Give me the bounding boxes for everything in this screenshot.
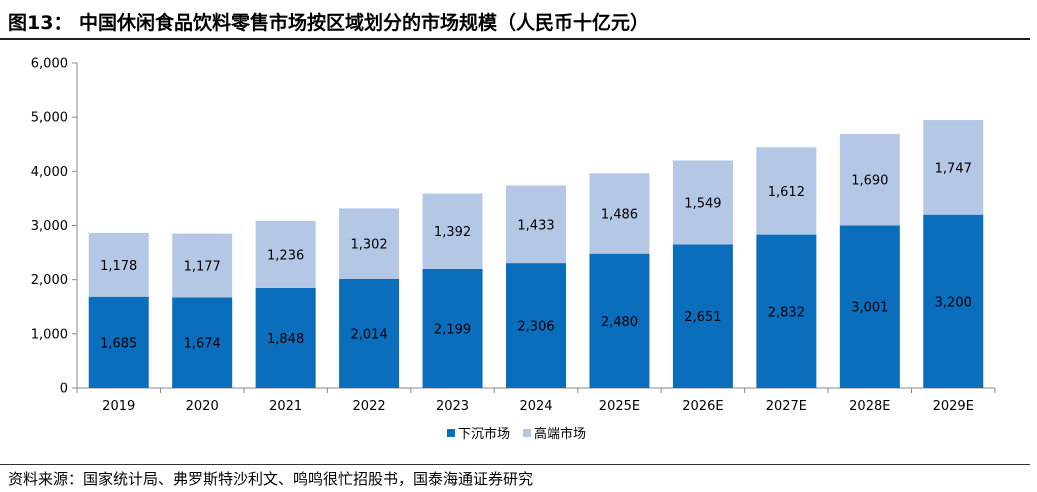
- bar-lower-market-2025E: [589, 253, 650, 388]
- data-label-high-end-market: 1,177: [184, 259, 221, 274]
- x-tick-label: 2029E: [933, 399, 974, 414]
- data-label-lower-market: 3,200: [935, 295, 972, 310]
- title-rule: [0, 38, 1030, 40]
- stacked-bar-chart: 0 1,000 2,000 3,000 4,000 5,000 6,000 1,685 1,17…: [31, 57, 996, 442]
- y-tick-label: 4,000: [31, 165, 68, 180]
- data-label-high-end-market: 1,302: [350, 238, 387, 253]
- y-tick-label: 0: [60, 382, 68, 397]
- x-tick-label: 2024: [519, 399, 552, 414]
- bar-lower-market-2019: [88, 296, 149, 388]
- bar-high-end-market-2025E: [589, 173, 650, 254]
- figure-title: 图13： 中国休闲食品饮料零售市场按区域划分的市场规模（人民币十亿元）: [8, 12, 650, 34]
- data-label-high-end-market: 1,549: [684, 196, 721, 211]
- bar-high-end-market-2029E: [923, 120, 984, 215]
- legend-label-lower-market: 下沉市场: [458, 426, 510, 442]
- bar-lower-market-2023: [422, 268, 483, 388]
- source-rule: [0, 464, 1030, 465]
- source-note: 资料来源：国家统计局、弗罗斯特沙利文、鸣鸣很忙招股书，国泰海通证券研究: [8, 470, 534, 488]
- x-tick-label: 2027E: [766, 399, 807, 414]
- bar-lower-market-2028E: [839, 225, 900, 388]
- y-tick-label: 3,000: [31, 219, 68, 234]
- data-label-high-end-market: 1,433: [517, 218, 554, 233]
- bar-high-end-market-2026E: [672, 160, 733, 245]
- x-tick-label: 2022: [353, 399, 386, 414]
- x-tick-label: 2026E: [682, 399, 723, 414]
- data-label-lower-market: 2,651: [684, 310, 721, 325]
- data-label-high-end-market: 1,392: [434, 225, 471, 240]
- bar-high-end-market-2023: [422, 193, 483, 269]
- legend-swatch-lower-market: [447, 429, 455, 437]
- data-label-lower-market: 2,832: [768, 305, 805, 320]
- bar-high-end-market-2021: [255, 220, 316, 288]
- x-tick-label: 2020: [186, 399, 219, 414]
- x-tick-label: 2019: [102, 399, 135, 414]
- bar-high-end-market-2028E: [839, 133, 900, 226]
- data-label-lower-market: 1,848: [267, 332, 304, 347]
- bar-high-end-market-2022: [339, 208, 400, 279]
- data-label-lower-market: 3,001: [851, 301, 888, 316]
- y-tick-label: 1,000: [31, 327, 68, 342]
- x-tick-label: 2025E: [599, 399, 640, 414]
- title-bar: 图13： 中国休闲食品饮料零售市场按区域划分的市场规模（人民币十亿元）: [0, 0, 1037, 40]
- data-label-high-end-market: 1,236: [267, 248, 304, 263]
- bar-lower-market-2029E: [923, 214, 984, 388]
- x-tick-label: 2021: [269, 399, 302, 414]
- data-label-lower-market: 2,199: [434, 322, 471, 337]
- bar-high-end-market-2020: [172, 233, 233, 298]
- bar-lower-market-2027E: [756, 234, 817, 388]
- data-label-high-end-market: 1,690: [851, 174, 888, 189]
- y-tick-label: 5,000: [31, 111, 68, 126]
- bar-lower-market-2022: [339, 278, 400, 388]
- data-label-lower-market: 2,014: [350, 327, 387, 342]
- bar-lower-market-2021: [255, 287, 316, 388]
- x-tick-label: 2023: [436, 399, 469, 414]
- data-label-high-end-market: 1,178: [100, 259, 137, 274]
- data-label-lower-market: 2,306: [517, 320, 554, 335]
- bar-lower-market-2026E: [672, 244, 733, 388]
- bar-lower-market-2020: [172, 297, 233, 388]
- data-label-lower-market: 2,480: [601, 315, 638, 330]
- data-label-lower-market: 1,685: [100, 336, 137, 351]
- y-tick-label: 6,000: [31, 57, 68, 72]
- bar-high-end-market-2024: [506, 185, 566, 264]
- legend-label-high-end-market: 高端市场: [534, 426, 586, 442]
- data-label-lower-market: 1,674: [184, 337, 221, 352]
- y-tick-label: 2,000: [31, 273, 68, 288]
- data-label-high-end-market: 1,486: [601, 207, 638, 222]
- data-label-high-end-market: 1,747: [935, 161, 972, 176]
- data-label-high-end-market: 1,612: [768, 185, 805, 200]
- bar-high-end-market-2027E: [756, 147, 817, 235]
- bar-lower-market-2024: [506, 263, 566, 388]
- legend-swatch-high-end-market: [523, 429, 531, 437]
- bar-high-end-market-2019: [88, 232, 149, 297]
- x-tick-label: 2028E: [849, 399, 890, 414]
